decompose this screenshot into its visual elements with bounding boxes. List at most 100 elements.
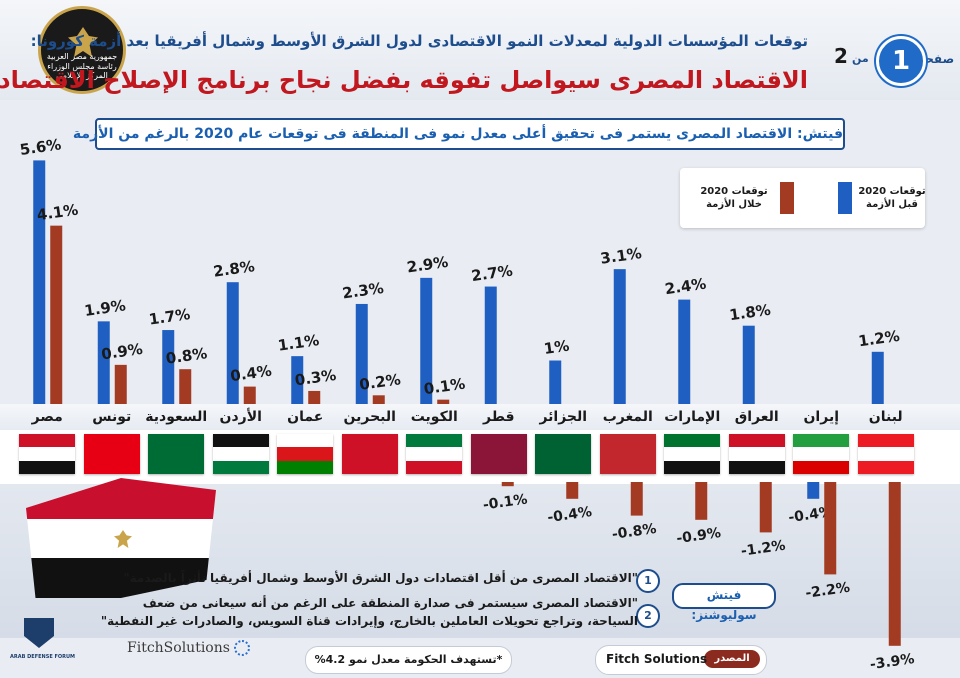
label-during-12: -2.2% <box>804 580 850 602</box>
country-label-8: الجزائر <box>539 409 588 425</box>
watermark-logo: ARAB DEFENSE FORUM <box>10 618 75 666</box>
label-during-0: 4.1% <box>36 201 80 225</box>
bar-during-9 <box>630 482 643 516</box>
bar-during-0 <box>50 225 63 404</box>
bar-during-5 <box>372 395 385 404</box>
quote-1: "الاقتصاد المصرى من أقل اقتصادات دول الش… <box>123 571 638 585</box>
flag-10 <box>664 434 721 474</box>
label-during-1: 0.9% <box>100 340 144 364</box>
bar-before-2 <box>162 330 175 404</box>
country-label-12: إيران <box>803 409 839 425</box>
country-strip-header <box>0 404 960 430</box>
flag-6 <box>406 434 463 474</box>
country-label-9: المغرب <box>602 409 653 425</box>
bar-before-6 <box>420 277 433 404</box>
bar-during-12 <box>824 482 837 575</box>
flag-8 <box>535 434 592 474</box>
label-before-6: 2.9% <box>406 253 450 277</box>
bar-during-4 <box>308 390 321 404</box>
label-during-10: -0.9% <box>675 525 721 547</box>
header-subtitle: توقعات المؤسسات الدولية لمعدلات النمو ال… <box>30 32 808 50</box>
country-label-1: تونس <box>92 409 132 425</box>
country-label-10: الإمارات <box>664 409 721 425</box>
label-before-1: 1.9% <box>83 296 127 320</box>
cabinet-logo: جمهورية مصر العربية رئاسة مجلس الوزراء ا… <box>38 6 126 94</box>
bar-before-1 <box>97 321 110 404</box>
bar-during-11 <box>759 482 772 533</box>
flag-5 <box>341 434 398 474</box>
label-before-5: 2.3% <box>341 279 385 303</box>
fitch-solutions-logo: FitchSolutions <box>127 640 250 656</box>
legend-label-before: توقعات 2020 قبل الأزمة <box>858 186 926 210</box>
label-during-5: 0.2% <box>358 370 402 394</box>
label-during-11: -1.2% <box>740 538 786 560</box>
label-during-8: -0.4% <box>546 504 592 526</box>
page-title: الاقتصاد المصرى سيواصل تفوقه بفضل نجاح ب… <box>0 66 808 94</box>
country-label-0: مصر <box>31 409 63 425</box>
bar-before-12 <box>807 482 820 499</box>
flag-1 <box>83 434 140 474</box>
label-before-7: 2.7% <box>470 262 514 286</box>
flag-9 <box>599 434 656 474</box>
country-label-3: الأردن <box>219 409 262 425</box>
page-number-badge: 1 <box>876 36 926 86</box>
bar-during-6 <box>437 399 450 404</box>
flag-4 <box>277 434 334 474</box>
label-during-13: -3.9% <box>869 651 915 673</box>
dots-icon <box>233 640 250 656</box>
country-label-6: الكويت <box>410 409 458 425</box>
quote-number-2: 2 <box>636 604 660 628</box>
label-during-3: 0.4% <box>229 362 273 386</box>
bar-before-13 <box>871 351 884 404</box>
bar-during-3 <box>243 386 256 404</box>
source-box: المصدر Fitch Solutions <box>595 645 767 675</box>
fitch-headline: فيتش: الاقتصاد المصرى يستمر فى تحقيق أعل… <box>73 118 845 150</box>
quote-2-line-2: السياحة، وتراجع تحويلات العاملين بالخارج… <box>100 614 638 628</box>
legend-swatch-before <box>838 182 852 214</box>
country-label-4: عمان <box>287 409 324 425</box>
label-during-4: 0.3% <box>294 366 338 390</box>
logo-text: جمهورية مصر العربية رئاسة مجلس الوزراء ا… <box>46 52 118 81</box>
bar-before-5 <box>355 303 368 404</box>
label-before-9: 3.1% <box>599 244 643 268</box>
label-during-6: 0.1% <box>423 375 467 399</box>
fitch-solutions-label: فيتش سوليوشنز: <box>672 583 776 622</box>
flag-11 <box>728 434 785 474</box>
flag-3 <box>212 434 269 474</box>
page-of: من <box>852 52 869 65</box>
header-band <box>0 0 960 100</box>
country-label-5: البحرين <box>343 409 396 425</box>
label-before-4: 1.1% <box>277 331 321 355</box>
bar-before-8 <box>549 360 562 404</box>
country-label-7: قطر <box>482 409 515 425</box>
label-before-10: 2.4% <box>664 275 708 299</box>
label-before-8: 1% <box>543 337 571 358</box>
quote-number-1: 1 <box>636 569 660 593</box>
flag-0 <box>19 434 76 474</box>
government-target-note: *تستهدف الحكومة معدل نمو 4.2% <box>305 646 512 674</box>
country-label-11: العراق <box>734 409 779 425</box>
label-during-9: -0.8% <box>611 521 657 543</box>
bar-before-9 <box>613 269 626 404</box>
label-before-11: 1.8% <box>728 301 772 325</box>
bar-before-3 <box>226 282 239 404</box>
page-total: 2 <box>834 44 848 68</box>
label-before-12: -0.4% <box>787 504 833 526</box>
bar-before-10 <box>678 299 691 404</box>
flag-12 <box>793 434 850 474</box>
label-before-3: 2.8% <box>212 257 256 281</box>
bar-during-13 <box>888 482 901 646</box>
label-before-0: 5.6% <box>19 135 63 159</box>
source-name: Fitch Solutions <box>606 652 708 666</box>
legend-swatch-during <box>780 182 794 214</box>
source-tag: المصدر <box>704 650 760 668</box>
bar-before-7 <box>484 286 497 404</box>
chart-legend: توقعات 2020 قبل الأزمة توقعات 2020 خلال … <box>680 168 926 228</box>
legend-label-during: توقعات 2020 خلال الأزمة <box>700 186 768 210</box>
bar-during-2 <box>179 369 192 404</box>
bar-before-4 <box>291 356 304 404</box>
page-word: صفحة <box>918 52 955 66</box>
fitch-logo-text: FitchSolutions <box>127 640 230 656</box>
country-label-2: السعودية <box>145 409 208 425</box>
